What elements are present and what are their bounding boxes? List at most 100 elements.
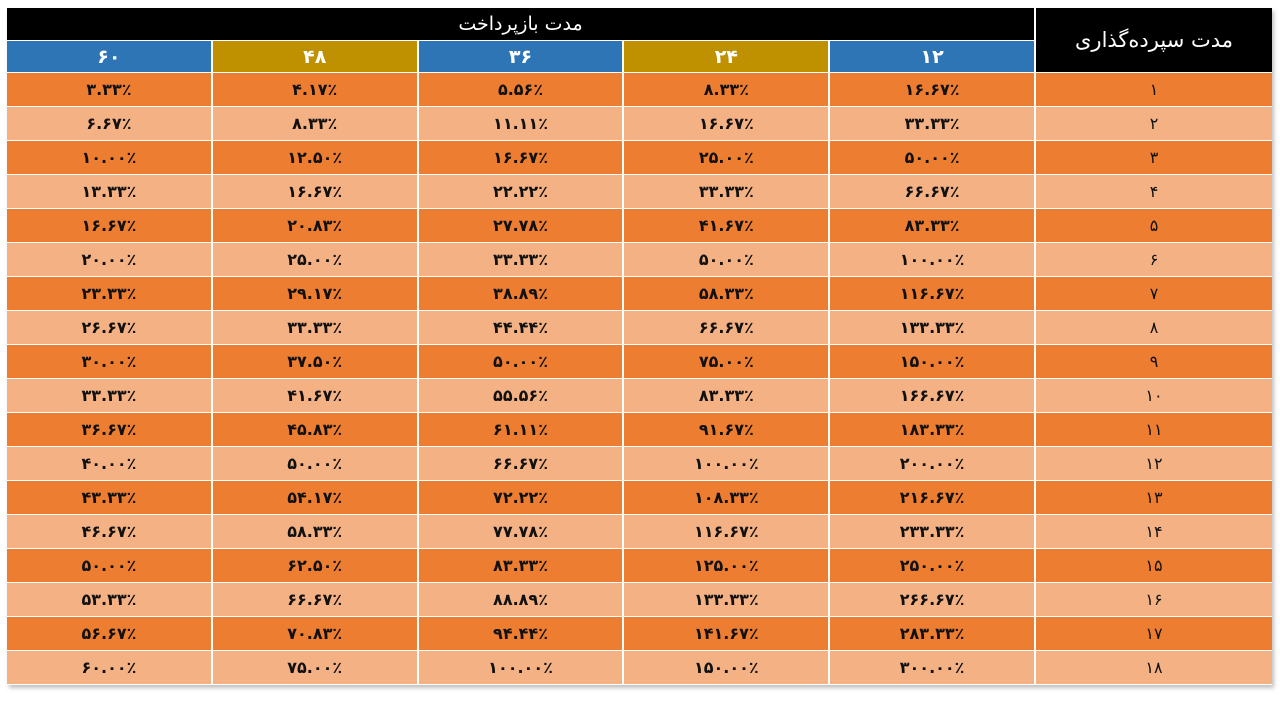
ratio-cell: ۲۵.۰۰٪	[624, 141, 829, 174]
repayment-period-header: مدت بازپرداخت	[7, 8, 1034, 40]
ratio-cell: ۱۰۸.۳۳٪	[624, 481, 829, 514]
ratio-cell: ۷۷.۷۸٪	[418, 515, 623, 548]
ratio-cell: ۵۴.۱۷٪	[212, 481, 417, 514]
ratio-cell: ۶۱.۱۱٪	[418, 413, 623, 446]
table-row: ۱۸ ۳۰۰.۰۰٪ ۱۵۰.۰۰٪ ۱۰۰.۰۰٪ ۷۵.۰۰٪ ۶۰.۰۰٪	[7, 651, 1272, 684]
ratio-cell: ۲۸۳.۳۳٪	[830, 617, 1034, 650]
ratio-cell: ۲۶۶.۶۷٪	[830, 583, 1034, 616]
ratio-cell: ۱۲۵.۰۰٪	[624, 549, 829, 582]
ratio-cell: ۱۶.۶۷٪	[830, 73, 1034, 106]
repayment-column-header: ۲۴	[624, 41, 829, 72]
deposit-month-cell: ۳	[1036, 141, 1272, 174]
ratio-cell: ۴۳.۳۳٪	[7, 481, 211, 514]
table-row: ۱۱ ۱۸۳.۳۳٪ ۹۱.۶۷٪ ۶۱.۱۱٪ ۴۵.۸۳٪ ۳۶.۶۷٪	[7, 413, 1272, 446]
ratio-cell: ۲۳۳.۳۳٪	[830, 515, 1034, 548]
ratio-cell: ۷۵.۰۰٪	[212, 651, 417, 684]
ratio-cell: ۱۵۰.۰۰٪	[830, 345, 1034, 378]
table-row: ۸ ۱۳۳.۳۳٪ ۶۶.۶۷٪ ۴۴.۴۴٪ ۳۳.۳۳٪ ۲۶.۶۷٪	[7, 311, 1272, 344]
ratio-cell: ۷۵.۰۰٪	[624, 345, 829, 378]
ratio-cell: ۲۲.۲۲٪	[418, 175, 623, 208]
ratio-cell: ۲۳.۳۳٪	[7, 277, 211, 310]
ratio-cell: ۴۴.۴۴٪	[418, 311, 623, 344]
ratio-cell: ۲۵۰.۰۰٪	[830, 549, 1034, 582]
deposit-month-cell: ۹	[1036, 345, 1272, 378]
ratio-cell: ۶۶.۶۷٪	[212, 583, 417, 616]
ratio-cell: ۱۸۳.۳۳٪	[830, 413, 1034, 446]
ratio-cell: ۲۰.۸۳٪	[212, 209, 417, 242]
ratio-cell: ۱۱۶.۶۷٪	[830, 277, 1034, 310]
ratio-cell: ۱۱.۱۱٪	[418, 107, 623, 140]
table-row: ۲ ۳۳.۳۳٪ ۱۶.۶۷٪ ۱۱.۱۱٪ ۸.۳۳٪ ۶.۶۷٪	[7, 107, 1272, 140]
table-row: ۷ ۱۱۶.۶۷٪ ۵۸.۳۳٪ ۳۸.۸۹٪ ۲۹.۱۷٪ ۲۳.۳۳٪	[7, 277, 1272, 310]
ratio-cell: ۵۸.۳۳٪	[624, 277, 829, 310]
loan-ratio-table-container: مدت سپرده‌گذاری مدت بازپرداخت ۱۲ ۲۴ ۳۶ ۴۸ ۶۰…	[7, 8, 1272, 685]
ratio-cell: ۵۰.۰۰٪	[830, 141, 1034, 174]
ratio-cell: ۸.۳۳٪	[212, 107, 417, 140]
table-row: ۶ ۱۰۰.۰۰٪ ۵۰.۰۰٪ ۳۳.۳۳٪ ۲۵.۰۰٪ ۲۰.۰۰٪	[7, 243, 1272, 276]
ratio-cell: ۱۶.۶۷٪	[7, 209, 211, 242]
deposit-month-cell: ۲	[1036, 107, 1272, 140]
deposit-month-cell: ۱۴	[1036, 515, 1272, 548]
ratio-cell: ۵۵.۵۶٪	[418, 379, 623, 412]
ratio-cell: ۱۳۳.۳۳٪	[830, 311, 1034, 344]
ratio-cell: ۱۶.۶۷٪	[624, 107, 829, 140]
ratio-cell: ۵۳.۳۳٪	[7, 583, 211, 616]
ratio-cell: ۳۷.۵۰٪	[212, 345, 417, 378]
ratio-cell: ۲۹.۱۷٪	[212, 277, 417, 310]
ratio-cell: ۱۵۰.۰۰٪	[624, 651, 829, 684]
deposit-month-cell: ۱۲	[1036, 447, 1272, 480]
table-row: ۱۴ ۲۳۳.۳۳٪ ۱۱۶.۶۷٪ ۷۷.۷۸٪ ۵۸.۳۳٪ ۴۶.۶۷٪	[7, 515, 1272, 548]
ratio-cell: ۵۰.۰۰٪	[624, 243, 829, 276]
repayment-column-header: ۳۶	[418, 41, 623, 72]
ratio-cell: ۱۳۳.۳۳٪	[624, 583, 829, 616]
ratio-cell: ۵.۵۶٪	[418, 73, 623, 106]
deposit-period-header: مدت سپرده‌گذاری	[1036, 8, 1272, 72]
ratio-cell: ۴.۱۷٪	[212, 73, 417, 106]
ratio-cell: ۳۳.۳۳٪	[624, 175, 829, 208]
ratio-cell: ۱۶.۶۷٪	[418, 141, 623, 174]
deposit-month-cell: ۸	[1036, 311, 1272, 344]
table-row: ۱۰ ۱۶۶.۶۷٪ ۸۳.۳۳٪ ۵۵.۵۶٪ ۴۱.۶۷٪ ۳۳.۳۳٪	[7, 379, 1272, 412]
ratio-cell: ۳.۳۳٪	[7, 73, 211, 106]
repayment-column-header: ۴۸	[212, 41, 417, 72]
ratio-cell: ۶۲.۵۰٪	[212, 549, 417, 582]
ratio-cell: ۹۱.۶۷٪	[624, 413, 829, 446]
ratio-cell: ۶۶.۶۷٪	[418, 447, 623, 480]
ratio-cell: ۲۵.۰۰٪	[212, 243, 417, 276]
ratio-cell: ۱۴۱.۶۷٪	[624, 617, 829, 650]
ratio-cell: ۷۲.۲۲٪	[418, 481, 623, 514]
ratio-cell: ۱۰۰.۰۰٪	[830, 243, 1034, 276]
deposit-month-cell: ۱	[1036, 73, 1272, 106]
ratio-cell: ۳۰.۰۰٪	[7, 345, 211, 378]
ratio-cell: ۳۶.۶۷٪	[7, 413, 211, 446]
ratio-cell: ۸۳.۳۳٪	[624, 379, 829, 412]
ratio-cell: ۱۰۰.۰۰٪	[418, 651, 623, 684]
ratio-cell: ۱۶۶.۶۷٪	[830, 379, 1034, 412]
ratio-cell: ۷۰.۸۳٪	[212, 617, 417, 650]
ratio-cell: ۲۶.۶۷٪	[7, 311, 211, 344]
ratio-cell: ۱۶.۶۷٪	[212, 175, 417, 208]
table-row: ۳ ۵۰.۰۰٪ ۲۵.۰۰٪ ۱۶.۶۷٪ ۱۲.۵۰٪ ۱۰.۰۰٪	[7, 141, 1272, 174]
ratio-cell: ۲۰۰.۰۰٪	[830, 447, 1034, 480]
deposit-month-cell: ۱۰	[1036, 379, 1272, 412]
table-row: ۱۵ ۲۵۰.۰۰٪ ۱۲۵.۰۰٪ ۸۳.۳۳٪ ۶۲.۵۰٪ ۵۰.۰۰٪	[7, 549, 1272, 582]
ratio-cell: ۴۰.۰۰٪	[7, 447, 211, 480]
ratio-cell: ۱۰.۰۰٪	[7, 141, 211, 174]
ratio-cell: ۸۳.۳۳٪	[830, 209, 1034, 242]
deposit-month-cell: ۶	[1036, 243, 1272, 276]
deposit-month-cell: ۱۵	[1036, 549, 1272, 582]
ratio-cell: ۸.۳۳٪	[624, 73, 829, 106]
ratio-cell: ۶۶.۶۷٪	[624, 311, 829, 344]
table-row: ۱۳ ۲۱۶.۶۷٪ ۱۰۸.۳۳٪ ۷۲.۲۲٪ ۵۴.۱۷٪ ۴۳.۳۳٪	[7, 481, 1272, 514]
ratio-cell: ۳۳.۳۳٪	[830, 107, 1034, 140]
ratio-cell: ۵۰.۰۰٪	[418, 345, 623, 378]
ratio-cell: ۱۲.۵۰٪	[212, 141, 417, 174]
deposit-month-cell: ۱۶	[1036, 583, 1272, 616]
table-row: ۱۶ ۲۶۶.۶۷٪ ۱۳۳.۳۳٪ ۸۸.۸۹٪ ۶۶.۶۷٪ ۵۳.۳۳٪	[7, 583, 1272, 616]
deposit-month-cell: ۱۸	[1036, 651, 1272, 684]
repayment-column-header: ۶۰	[7, 41, 211, 72]
deposit-month-cell: ۱۱	[1036, 413, 1272, 446]
table-row: ۱ ۱۶.۶۷٪ ۸.۳۳٪ ۵.۵۶٪ ۴.۱۷٪ ۳.۳۳٪	[7, 73, 1272, 106]
ratio-cell: ۱۱۶.۶۷٪	[624, 515, 829, 548]
deposit-month-cell: ۱۳	[1036, 481, 1272, 514]
